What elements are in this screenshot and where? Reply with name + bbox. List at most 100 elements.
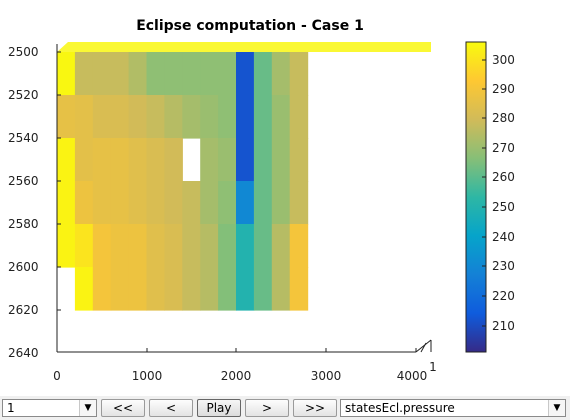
plot-svg: 2500 2520 2540 2560 2580 2600 2620 2640 …: [8, 41, 515, 383]
heatmap-cell: [253, 95, 273, 139]
z-axis-line: [415, 339, 432, 353]
heatmap-cell: [164, 52, 183, 96]
heatmap-cell: [74, 138, 94, 182]
y-tick-label: 2580: [8, 217, 39, 231]
heatmap-cell: [236, 181, 255, 225]
heatmap-cell: [271, 181, 291, 225]
y-axis-ticks: 2500 2520 2540 2560 2580 2600 2620 2640: [8, 45, 61, 360]
heatmap-cell: [164, 181, 183, 225]
x-axis-ticks: 0 1000 2000 3000 4000 1: [53, 348, 437, 383]
x-tick-label: 0: [53, 369, 61, 383]
heatmap-cell: [218, 267, 237, 311]
heatmap-cell: [110, 138, 130, 182]
heatmap-cell: [57, 52, 76, 96]
heatmap-cell: [110, 95, 130, 139]
heatmap-cell: [92, 52, 112, 96]
heatmap-cell: [110, 267, 130, 311]
colorbar-tick-label: 220: [492, 289, 515, 303]
heatmap-cell: [253, 181, 273, 225]
heatmap-cell: [289, 95, 309, 139]
heatmap-cell: [110, 52, 130, 96]
heatmap-cell: [57, 224, 76, 268]
heatmap-cell: [110, 224, 130, 268]
plot-title: Eclipse computation - Case 1: [136, 18, 364, 34]
heatmap-cell: [57, 95, 76, 139]
heatmap-cell: [289, 138, 309, 182]
last-frame-button[interactable]: >>: [293, 399, 337, 417]
heatmap-cell: [289, 224, 309, 268]
y-tick-label: 2600: [8, 260, 39, 274]
heatmap-cell: [92, 267, 112, 311]
heatmap-cell: [182, 95, 201, 139]
heatmap-cell: [271, 138, 291, 182]
heatmap-cell: [164, 267, 183, 311]
colorbar-tick-label: 230: [492, 259, 515, 273]
heatmap-cell: [128, 52, 148, 96]
heatmap-cell: [253, 138, 273, 182]
field-select[interactable]: statesEcl.pressure ▼: [340, 399, 566, 417]
x-tick-label: 3000: [311, 369, 342, 383]
colorbar-tick-label: 270: [492, 141, 515, 155]
heatmap-cell: [182, 224, 201, 268]
colorbar-tick-label: 280: [492, 111, 515, 125]
z-tick-line: [420, 342, 427, 353]
first-frame-button[interactable]: <<: [101, 399, 145, 417]
colorbar-tick-label: 210: [492, 319, 515, 333]
figure-panel: Eclipse computation - Case 1 2500 2520 2…: [0, 0, 570, 396]
heatmap-cell: [146, 52, 165, 96]
heatmap-cell: [110, 181, 130, 225]
heatmap-cell: [146, 95, 165, 139]
heatmap-cell: [128, 181, 148, 225]
heatmap-cell: [146, 267, 165, 311]
heatmap-cell: [74, 224, 94, 268]
heatmap-cell: [236, 95, 255, 139]
heatmap-cell: [182, 181, 201, 225]
play-button[interactable]: Play: [197, 399, 241, 417]
x-tick-label: 1000: [132, 369, 163, 383]
heatmap-cell: [253, 267, 273, 311]
heatmap-cell: [164, 95, 183, 139]
heatmap-cell: [74, 95, 94, 139]
heatmap-cell: [271, 224, 291, 268]
heatmap-cell: [271, 267, 291, 311]
colorbar-tick-label: 290: [492, 82, 515, 96]
heatmap-cell: [218, 95, 237, 139]
heatmap-cell: [128, 224, 148, 268]
heatmap-cell: [74, 52, 94, 96]
step-select[interactable]: 1 ▼: [2, 399, 97, 417]
colorbar-tick-label: 300: [492, 53, 515, 67]
colorbar-ticks: 300 290 280 270 260 250 240 230 220 210: [482, 53, 515, 333]
heatmap-cell: [200, 224, 219, 268]
heatmap-cell: [236, 52, 255, 96]
heatmap-cell: [271, 95, 291, 139]
heatmap-cells: [57, 42, 431, 311]
chevron-down-icon: ▼: [79, 400, 96, 416]
heatmap-cell: [236, 267, 255, 311]
heatmap-cell: [146, 224, 165, 268]
heatmap-cell: [200, 267, 219, 311]
colorbar-tick-label: 250: [492, 200, 515, 214]
heatmap-cell: [200, 95, 219, 139]
heatmap-cell: [128, 95, 148, 139]
chevron-down-icon: ▼: [548, 400, 565, 416]
step-select-value: 1: [7, 401, 15, 415]
heatmap-cell: [289, 52, 309, 96]
heatmap-cell: [92, 138, 112, 182]
colorbar-tick-label: 260: [492, 170, 515, 184]
heatmap-cell: [128, 267, 148, 311]
heatmap-cell: [92, 95, 112, 139]
heatmap-cell: [218, 52, 237, 96]
x-tick-label: 2000: [221, 369, 252, 383]
heatmap-cell: [92, 224, 112, 268]
heatmap-cell: [57, 138, 76, 182]
y-tick-label: 2500: [8, 45, 39, 59]
previous-frame-button[interactable]: <: [149, 399, 193, 417]
y-tick-label: 2620: [8, 303, 39, 317]
heatmap-top-face: [57, 42, 431, 52]
heatmap-cell: [182, 52, 201, 96]
y-tick-label: 2540: [8, 131, 39, 145]
next-frame-button[interactable]: >: [245, 399, 289, 417]
y-tick-label: 2560: [8, 174, 39, 188]
heatmap-cell: [253, 52, 273, 96]
heatmap-cell: [271, 52, 291, 96]
